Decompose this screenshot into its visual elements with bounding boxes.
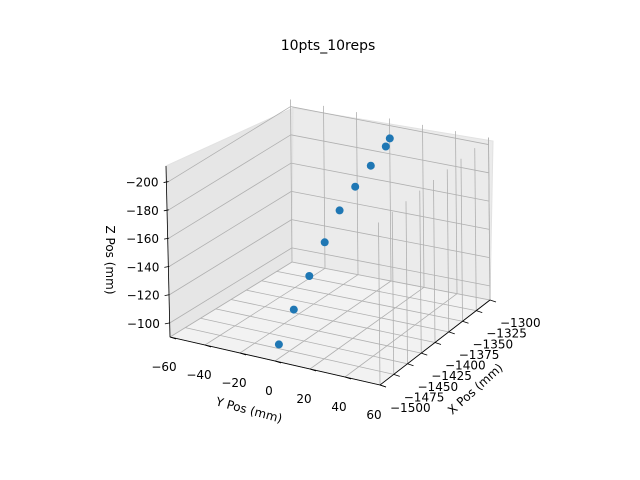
y-grid-line-wall [422,124,425,288]
data-point [335,206,344,215]
y-grid-line-wall [488,137,491,301]
z-tick-label: −140 [126,260,159,274]
z-grid-line-back [290,106,489,145]
x-tick-mark [421,352,428,356]
z-tick-mark [164,265,170,268]
x-tick-label: −1325 [486,327,527,341]
x-grid-line-wall [460,158,463,322]
y-tick-label: 40 [331,400,346,414]
x-tick-label: −1450 [418,380,459,394]
z-tick-label: −200 [126,176,159,190]
x-tick-mark [476,310,483,314]
x-tick-mark [448,331,455,335]
z-axis-label: Z Pos (mm) [103,226,117,295]
z-tick-mark [164,322,170,325]
x-tick-mark [462,320,469,324]
x-tick-label: −1475 [404,390,445,404]
z-tick-label: −100 [127,317,160,331]
z-grid-line-left [169,191,292,267]
x-tick-mark [393,373,400,377]
y-grid-line [274,280,392,362]
z-tick-mark [163,209,169,212]
z-grid-line-left [168,106,291,182]
z-grid-line-back [291,162,490,202]
x-tick-label: −1300 [500,316,541,330]
y-grid-line-wall [389,118,392,282]
data-point [351,182,360,191]
x-tick-label: −1500 [390,401,431,415]
y-tick-label: −60 [151,360,176,374]
y-tick-label: −40 [186,368,211,382]
x-tick-label: −1350 [473,337,514,351]
z-grid-line-back [291,247,490,287]
x-tick-mark [379,384,387,388]
data-point [274,340,283,349]
scatter-points [274,134,394,349]
data-point [366,161,375,170]
data-point [289,305,298,314]
y-grid-line [169,261,293,338]
y-grid-line [309,287,425,370]
z-tick-label: −180 [126,204,159,218]
x-tick-label: −1425 [431,369,472,383]
z-axis-line [165,165,171,338]
y-grid-line [344,293,458,378]
z-tick-mark [163,181,169,183]
y-tick-mark [309,368,317,372]
x-tick-label: −1375 [459,348,500,362]
data-point [320,238,329,247]
y-tick-mark [204,344,212,348]
y-grid-line [239,274,359,354]
z-tick-mark [164,237,170,240]
x-tick-label: −1400 [445,359,486,373]
data-point [381,142,390,151]
y-tick-mark [239,352,247,356]
y-tick-mark [274,360,282,364]
y-tick-label: 20 [296,392,311,406]
x-tick-mark [489,299,497,303]
y-tick-label: −20 [221,376,246,390]
x-tick-mark [434,342,442,345]
y-tick-mark [169,336,177,340]
z-grid-line-back [290,134,489,174]
z-tick-mark [164,294,170,297]
y-grid-line-wall [290,99,293,263]
data-point [385,134,394,143]
y-tick-label: 60 [366,408,381,422]
z-grid-line-back [291,190,490,230]
y-tick-mark [344,376,352,380]
z-grid-line-left [169,247,293,324]
y-grid-line-wall [356,112,359,275]
x-tick-mark [407,363,414,367]
y-tick-label: 0 [265,384,273,398]
chart-title: 10pts_10reps [281,38,376,54]
z-tick-label: −120 [127,289,160,303]
data-point [305,272,314,280]
z-grid-line-left [169,219,292,295]
z-grid-line-back [291,219,490,259]
y-grid-line-wall [455,131,458,294]
z-grid-line-left [168,162,292,239]
z-grid-line-left [168,134,292,211]
y-grid-line [204,267,326,346]
z-tick-label: −160 [126,232,159,246]
